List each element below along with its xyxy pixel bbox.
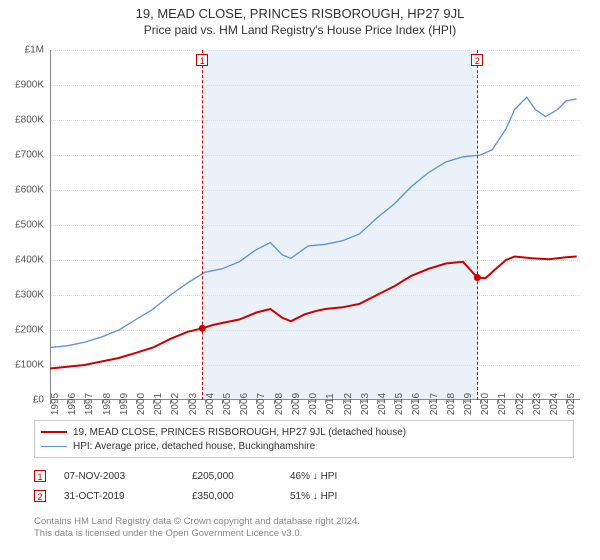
x-tick-label: 2015 [394, 393, 405, 415]
x-tick-label: 2012 [343, 393, 354, 415]
x-tick-label: 2025 [566, 393, 577, 415]
legend-row-price-paid: 19, MEAD CLOSE, PRINCES RISBOROUGH, HP27… [41, 425, 567, 439]
title-block: 19, MEAD CLOSE, PRINCES RISBOROUGH, HP27… [0, 0, 600, 37]
x-tick-label: 1998 [102, 393, 113, 415]
x-tick-label: 2021 [497, 393, 508, 415]
y-tick-label: £800K [15, 115, 44, 126]
x-tick-label: 2010 [308, 393, 319, 415]
marker-pct-2: 51% ↓ HPI [290, 491, 380, 502]
x-tick-label: 2006 [239, 393, 250, 415]
marker-box-2: 2 [34, 490, 46, 502]
marker-flag-1: 1 [196, 54, 208, 66]
y-tick-label: £1M [25, 45, 44, 56]
y-tick-label: £900K [15, 80, 44, 91]
footer-line-2: This data is licensed under the Open Gov… [34, 528, 574, 540]
x-tick-label: 2016 [411, 393, 422, 415]
title-address: 19, MEAD CLOSE, PRINCES RISBOROUGH, HP27… [0, 6, 600, 21]
marker-price-2: £350,000 [192, 491, 272, 502]
y-tick-label: £700K [15, 150, 44, 161]
marker-price-1: £205,000 [192, 471, 272, 482]
x-tick-label: 2000 [136, 393, 147, 415]
x-tick-label: 2007 [256, 393, 267, 415]
x-tick-label: 2017 [429, 393, 440, 415]
x-tick-label: 2023 [532, 393, 543, 415]
x-tick-label: 2013 [360, 393, 371, 415]
x-tick-label: 2008 [274, 393, 285, 415]
x-tick-label: 2018 [446, 393, 457, 415]
x-tick-label: 2014 [377, 393, 388, 415]
legend-box: 19, MEAD CLOSE, PRINCES RISBOROUGH, HP27… [34, 420, 574, 458]
x-tick-label: 2001 [153, 393, 164, 415]
x-tick-label: 2004 [205, 393, 216, 415]
marker-row-2: 2 31-OCT-2019 £350,000 51% ↓ HPI [34, 486, 574, 506]
y-tick-label: £500K [15, 220, 44, 231]
x-tick-label: 1996 [67, 393, 78, 415]
marker-date-2: 31-OCT-2019 [64, 491, 174, 502]
line-series-svg [50, 50, 580, 400]
x-tick-label: 2011 [325, 393, 336, 415]
title-subtitle: Price paid vs. HM Land Registry's House … [0, 23, 600, 37]
marker-flag-2: 2 [471, 54, 483, 66]
y-tick-label: £200K [15, 325, 44, 336]
x-tick-label: 2019 [463, 393, 474, 415]
x-tick-label: 2022 [515, 393, 526, 415]
x-tick-label: 2002 [170, 393, 181, 415]
x-tick-label: 2020 [480, 393, 491, 415]
x-tick-label: 2003 [188, 393, 199, 415]
y-tick-label: £300K [15, 290, 44, 301]
markers-table: 1 07-NOV-2003 £205,000 46% ↓ HPI 2 31-OC… [34, 466, 574, 506]
x-tick-label: 2024 [549, 393, 560, 415]
footer-attribution: Contains HM Land Registry data © Crown c… [34, 516, 574, 541]
legend-label-price-paid: 19, MEAD CLOSE, PRINCES RISBOROUGH, HP27… [73, 427, 406, 438]
footer-line-1: Contains HM Land Registry data © Crown c… [34, 516, 574, 528]
series-hpi [50, 97, 577, 347]
y-tick-label: £400K [15, 255, 44, 266]
x-tick-label: 2009 [291, 393, 302, 415]
legend-row-hpi: HPI: Average price, detached house, Buck… [41, 439, 567, 453]
y-tick-label: £100K [15, 360, 44, 371]
legend-label-hpi: HPI: Average price, detached house, Buck… [73, 441, 315, 452]
x-tick-label: 2005 [222, 393, 233, 415]
x-tick-label: 1995 [50, 393, 61, 415]
marker-row-1: 1 07-NOV-2003 £205,000 46% ↓ HPI [34, 466, 574, 486]
marker-date-1: 07-NOV-2003 [64, 471, 174, 482]
y-tick-label: £600K [15, 185, 44, 196]
legend-swatch-price-paid [41, 431, 67, 433]
x-tick-label: 1997 [84, 393, 95, 415]
chart-area: £0£100K£200K£300K£400K£500K£600K£700K£80… [50, 50, 580, 400]
series-price_paid [50, 257, 577, 369]
chart-container: 19, MEAD CLOSE, PRINCES RISBOROUGH, HP27… [0, 0, 600, 560]
legend-swatch-hpi [41, 446, 67, 447]
x-tick-label: 1999 [119, 393, 130, 415]
marker-pct-1: 46% ↓ HPI [290, 471, 380, 482]
marker-box-1: 1 [34, 470, 46, 482]
y-tick-label: £0 [33, 395, 44, 406]
